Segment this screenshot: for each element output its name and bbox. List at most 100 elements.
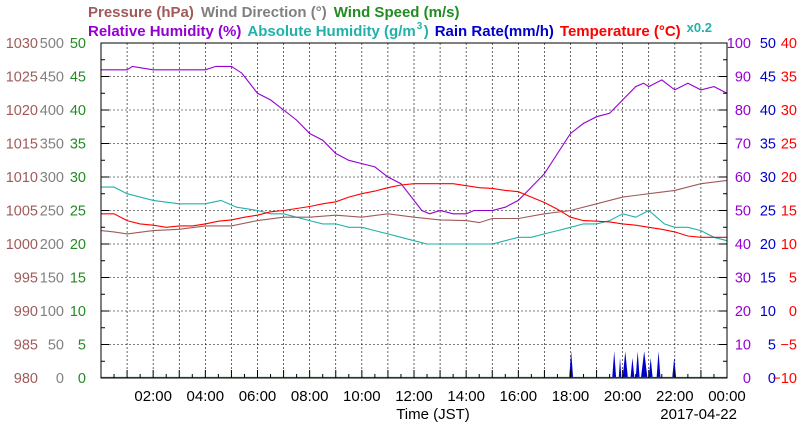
right-tick-label-rain_rate: 20 (760, 237, 776, 253)
left-tick-label-wind_direction: 200 (40, 237, 64, 253)
left-tick-label-pressure: 1030 (6, 36, 38, 52)
date-label: 2017-04-22 (660, 406, 737, 423)
rain-bar-5 (635, 351, 640, 378)
rain-bar-2 (618, 357, 622, 378)
left-tick-label-pressure: 1020 (6, 103, 38, 119)
legend-bottom-2: Rain Rate(mm/h) (435, 23, 554, 40)
x-tick-label: 10:00 (343, 388, 381, 405)
chart-grid (101, 43, 727, 378)
left-tick-label-wind_speed: 50 (70, 36, 86, 52)
right-tick-label-humidity: 100 (727, 36, 751, 52)
right-tick-label-temperature: 30 (781, 103, 797, 119)
right-tick-label-rain_rate: 40 (760, 103, 776, 119)
right-tick-label-rain_rate: 0 (768, 371, 776, 387)
x-tick-label: 16:00 (500, 388, 538, 405)
legend-top-2: Wind Speed (m/s) (334, 4, 460, 21)
right-tick-label-rain_rate: 30 (760, 170, 776, 186)
x-tick-label: 02:00 (134, 388, 172, 405)
rain-bar-1 (612, 351, 617, 378)
x-tick-label: 20:00 (604, 388, 642, 405)
rain-bar-3 (622, 351, 628, 378)
right-tick-label-humidity: 40 (735, 237, 751, 253)
left-tick-label-pressure: 1025 (6, 70, 38, 86)
right-tick-label-rain_rate: 35 (760, 137, 776, 153)
chart-header: Pressure (hPa) Wind Direction (°) Wind Spe… (88, 4, 712, 40)
x-tick-label: 14:00 (447, 388, 485, 405)
rain-bar-7 (648, 357, 653, 378)
left-tick-label-wind_speed: 20 (70, 237, 86, 253)
left-tick-label-wind_direction: 400 (40, 103, 64, 119)
left-tick-label-wind_speed: 10 (70, 304, 86, 320)
series-line-absolute-humidity (101, 186, 728, 245)
right-tick-label-temperature: 5 (789, 271, 797, 287)
right-tick-label-humidity: 60 (735, 170, 751, 186)
x-tick-label: 08:00 (291, 388, 329, 405)
x-tick-label: 06:00 (239, 388, 277, 405)
right-tick-label-temperature: 15 (781, 204, 797, 220)
left-tick-label-wind_direction: 250 (40, 204, 64, 220)
right-tick-label-rain_rate: 25 (760, 204, 776, 220)
right-tick-label-rain_rate: 50 (760, 36, 776, 52)
x-tick-label: 04:00 (187, 388, 225, 405)
right-tick-label-humidity: 90 (735, 70, 751, 86)
left-tick-label-wind_direction: 500 (40, 36, 64, 52)
right-tick-label-temperature: 0 (789, 304, 797, 320)
rain-bar-4 (630, 357, 635, 378)
left-tick-label-pressure: 985 (14, 338, 38, 354)
right-tick-label-rain_rate: 15 (760, 271, 776, 287)
series-line-temperature (101, 183, 727, 238)
right-tick-label-temperature: −10 (772, 371, 797, 387)
left-tick-label-wind_direction: 300 (40, 170, 64, 186)
left-tick-label-pressure: 995 (14, 271, 38, 287)
left-tick-label-pressure: 980 (14, 371, 38, 387)
left-tick-label-pressure: 1015 (6, 137, 38, 153)
right-tick-label-humidity: 20 (735, 304, 751, 320)
left-tick-label-wind_speed: 25 (70, 204, 86, 220)
rain-bar-8 (656, 351, 661, 378)
chart-axes: 02:00 04:00 06:00 08:00 10:00 12:00 14:00 16:00… (6, 36, 797, 405)
right-tick-label-temperature: 10 (781, 237, 797, 253)
right-tick-label-humidity: 70 (735, 137, 751, 153)
left-tick-label-pressure: 1010 (6, 170, 38, 186)
right-tick-label-rain_rate: 5 (768, 338, 776, 354)
right-tick-label-temperature: 35 (781, 70, 797, 86)
x-tick-label: 22:00 (656, 388, 694, 405)
right-tick-label-temperature: 20 (781, 170, 797, 186)
left-tick-label-wind_speed: 5 (78, 338, 86, 354)
x-tick-label: 12:00 (395, 388, 433, 405)
x-tick-label: 00:00 (708, 388, 746, 405)
legend-bottom-1-tail: ) (424, 23, 429, 40)
legend-bottom-4: x0.2 (687, 20, 712, 35)
legend-bottom-3: Temperature (°C) (560, 23, 681, 40)
legend-bottom-1: Absolute Humidity (g/m (247, 23, 415, 40)
left-tick-label-wind_speed: 0 (78, 371, 86, 387)
legend-top-1: Wind Direction (°) (201, 4, 327, 21)
left-tick-label-wind_direction: 0 (56, 371, 64, 387)
left-tick-label-wind_direction: 450 (40, 70, 64, 86)
right-tick-label-humidity: 30 (735, 271, 751, 287)
left-tick-label-wind_direction: 350 (40, 137, 64, 153)
left-tick-label-pressure: 1000 (6, 237, 38, 253)
left-tick-label-wind_direction: 150 (40, 271, 64, 287)
series-line-relative-humidity (101, 65, 728, 215)
rain-bar-6 (640, 351, 648, 378)
right-tick-label-temperature: 25 (781, 137, 797, 153)
legend-bottom-0: Relative Humidity (%) (88, 23, 241, 40)
x-axis-label: Time (JST) (396, 406, 470, 423)
legend-top-0: Pressure (hPa) (88, 4, 194, 21)
right-tick-label-humidity: 10 (735, 338, 751, 354)
series-line-pressure (100, 179, 728, 235)
left-tick-label-wind_direction: 50 (48, 338, 64, 354)
right-tick-label-rain_rate: 10 (760, 304, 776, 320)
left-tick-label-wind_speed: 30 (70, 170, 86, 186)
right-tick-label-temperature: 40 (781, 36, 797, 52)
left-tick-label-pressure: 990 (14, 304, 38, 320)
x-tick-label: 18:00 (552, 388, 590, 405)
right-tick-label-humidity: 80 (735, 103, 751, 119)
right-tick-label-rain_rate: 45 (760, 70, 776, 86)
left-tick-label-wind_direction: 100 (40, 304, 64, 320)
left-tick-label-pressure: 1005 (6, 204, 38, 220)
right-tick-label-temperature: −5 (780, 338, 797, 354)
right-tick-label-humidity: 50 (735, 204, 751, 220)
